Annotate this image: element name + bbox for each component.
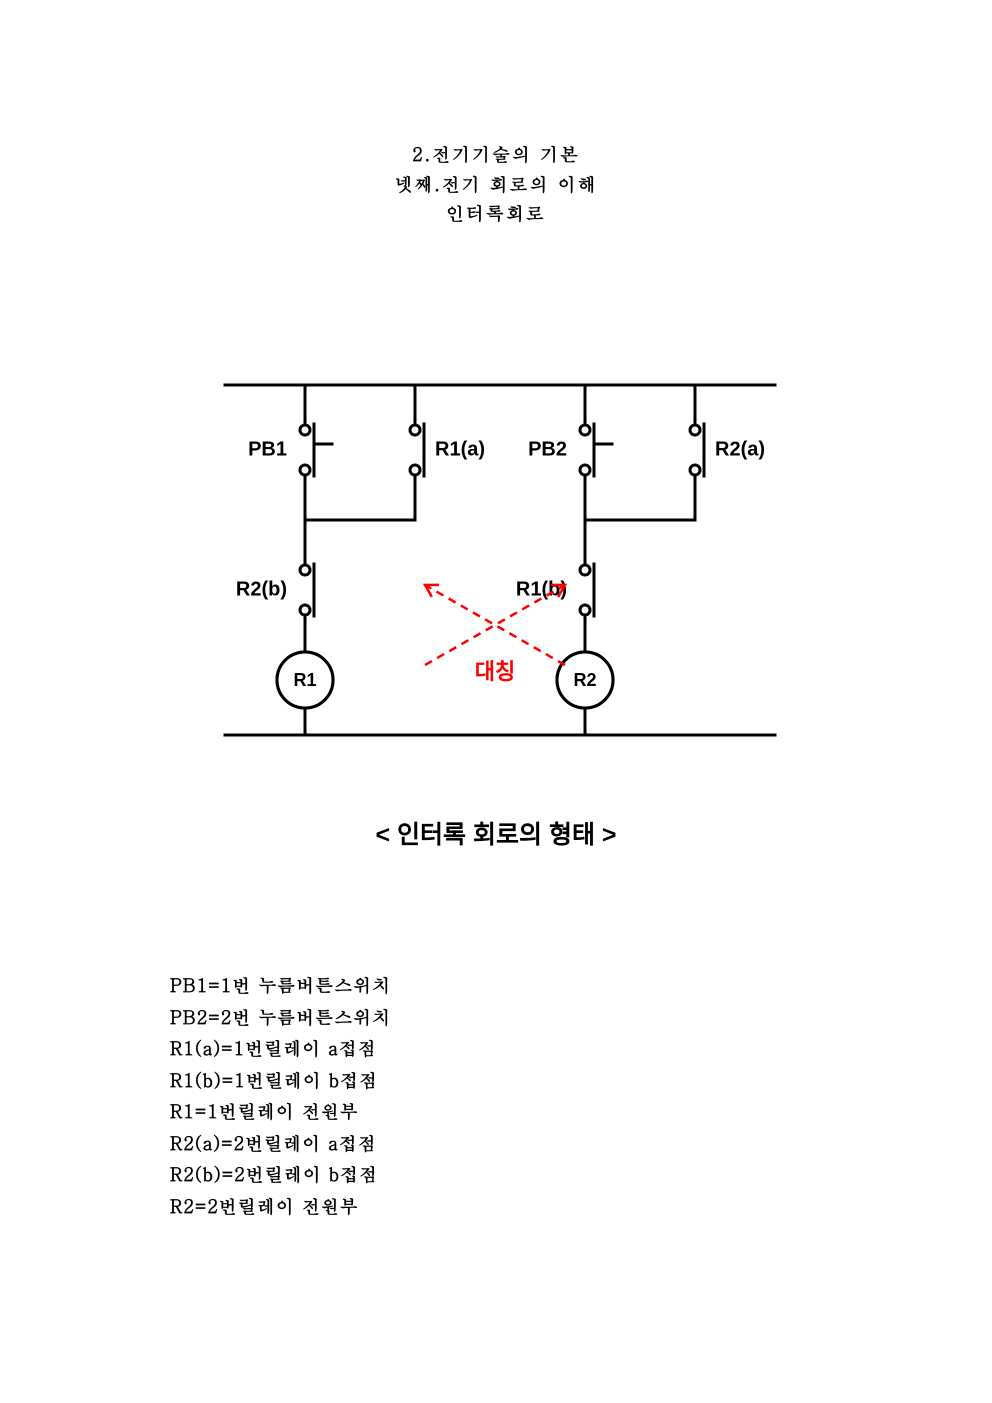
svg-text:PB1: PB1	[248, 438, 287, 460]
svg-text:PB2: PB2	[528, 438, 567, 460]
header-line-1: 2.전기기술의 기본	[0, 140, 992, 170]
svg-text:R2: R2	[573, 670, 596, 690]
legend-item: R2(b)=2번릴레이 b접점	[170, 1159, 391, 1191]
svg-text:R1: R1	[293, 670, 316, 690]
page-header: 2.전기기술의 기본 넷째.전기 회로의 이해 인터록회로	[0, 140, 992, 229]
svg-text:R1(a): R1(a)	[435, 438, 485, 460]
legend-item: R2(a)=2번릴레이 a접점	[170, 1128, 391, 1160]
svg-text:R2(b): R2(b)	[236, 578, 287, 600]
header-line-2: 넷째.전기 회로의 이해	[0, 170, 992, 200]
header-line-3: 인터록회로	[0, 199, 992, 229]
legend-item: PB1=1번 누름버튼스위치	[170, 970, 391, 1002]
svg-text:R2(a): R2(a)	[715, 438, 765, 460]
document-page: 2.전기기술의 기본 넷째.전기 회로의 이해 인터록회로 PB1 R1(a) PB…	[0, 0, 992, 1403]
legend-item: R1(b)=1번릴레이 b접점	[170, 1065, 391, 1097]
legend-block: PB1=1번 누름버튼스위치PB2=2번 누름버튼스위치R1(a)=1번릴레이 …	[170, 970, 391, 1222]
svg-text:대칭: 대칭	[475, 659, 515, 684]
legend-item: PB2=2번 누름버튼스위치	[170, 1002, 391, 1034]
legend-item: R1=1번릴레이 전원부	[170, 1096, 391, 1128]
circuit-svg: PB1R1(a)PB2R2(a)R2(b)R1(b)R1R2대칭	[195, 355, 795, 775]
legend-item: R2=2번릴레이 전원부	[170, 1191, 391, 1223]
diagram-caption: < 인터록 회로의 형태 >	[0, 815, 992, 851]
circuit-diagram: PB1R1(a)PB2R2(a)R2(b)R1(b)R1R2대칭	[195, 355, 795, 775]
legend-item: R1(a)=1번릴레이 a접점	[170, 1033, 391, 1065]
